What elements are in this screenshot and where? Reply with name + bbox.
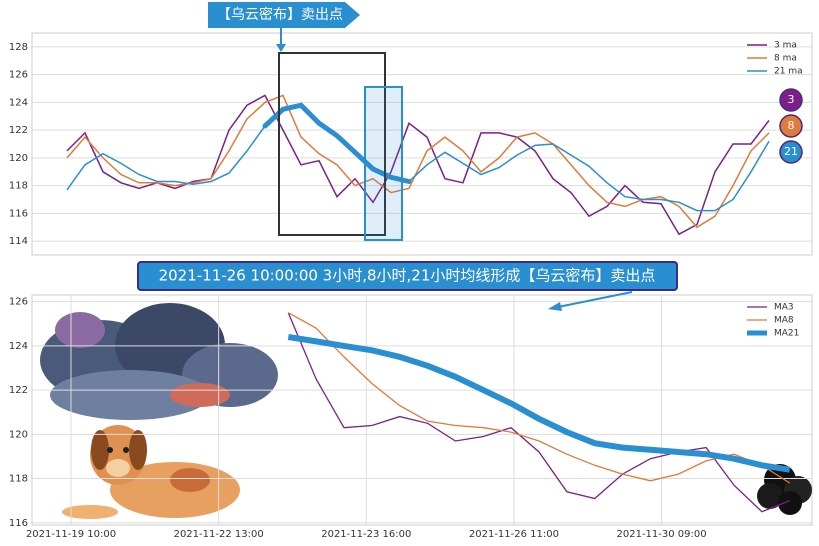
top-plot xyxy=(31,32,813,256)
y-tick-label: 114 xyxy=(9,236,28,247)
legend-label: MA8 xyxy=(774,316,794,326)
ma-marker xyxy=(779,114,803,138)
ma-line xyxy=(287,312,791,484)
legend-label: MA21 xyxy=(774,329,799,339)
ma-line xyxy=(66,94,770,229)
highlight-box xyxy=(278,52,386,236)
y-tick-label: 116 xyxy=(9,208,28,219)
annotation-box xyxy=(137,261,678,291)
arrow-head xyxy=(276,44,286,52)
legend-label: 8 ma xyxy=(774,54,797,64)
ma-marker xyxy=(779,140,803,164)
x-tick-label: 2021-11-23 16:00 xyxy=(321,529,411,540)
ma-line xyxy=(287,312,790,513)
illustration xyxy=(32,46,812,525)
ma-marker-label: 3 xyxy=(788,93,795,106)
y-tick-label: 124 xyxy=(9,97,28,108)
ma-marker xyxy=(779,88,803,112)
dog xyxy=(62,425,240,519)
y-tick-label: 118 xyxy=(9,474,28,485)
x-tick-label: 2021-11-26 11:00 xyxy=(469,529,559,540)
y-tick-label: 118 xyxy=(9,181,28,192)
x-tick-label: 2021-11-22 13:00 xyxy=(174,529,264,540)
y-tick-label: 116 xyxy=(9,518,28,529)
annotation: 2021-11-26 10:00:00 3小时,8小时,21小时均线形成【乌云密… xyxy=(159,267,656,285)
y-tick-label: 122 xyxy=(9,125,28,136)
x-tick-label: 2021-11-30 09:00 xyxy=(617,529,707,540)
cloud xyxy=(40,303,278,420)
annotation-arrow xyxy=(557,291,633,308)
highlight-box xyxy=(364,86,403,241)
x-tick-label: 2021-11-19 10:00 xyxy=(26,529,116,540)
ma-marker-label: 21 xyxy=(784,145,798,158)
ma-marker-label: 8 xyxy=(788,119,795,132)
y-tick-label: 122 xyxy=(9,385,28,396)
y-tick-label: 120 xyxy=(9,153,28,164)
y-tick-label: 126 xyxy=(9,297,28,308)
y-tick-label: 128 xyxy=(9,42,28,53)
ma-line xyxy=(66,104,770,212)
legend-label: MA3 xyxy=(774,303,794,313)
y-tick-label: 120 xyxy=(9,429,28,440)
arrow-head xyxy=(548,302,562,311)
legend-label: 3 ma xyxy=(774,41,797,51)
y-tick-label: 126 xyxy=(9,70,28,81)
annotation: 【乌云密布】卖出点 xyxy=(217,6,343,23)
ma-line xyxy=(287,334,791,473)
y-tick-label: 124 xyxy=(9,341,28,352)
legend-label: 21 ma xyxy=(774,67,803,77)
annotation-box xyxy=(208,2,360,28)
